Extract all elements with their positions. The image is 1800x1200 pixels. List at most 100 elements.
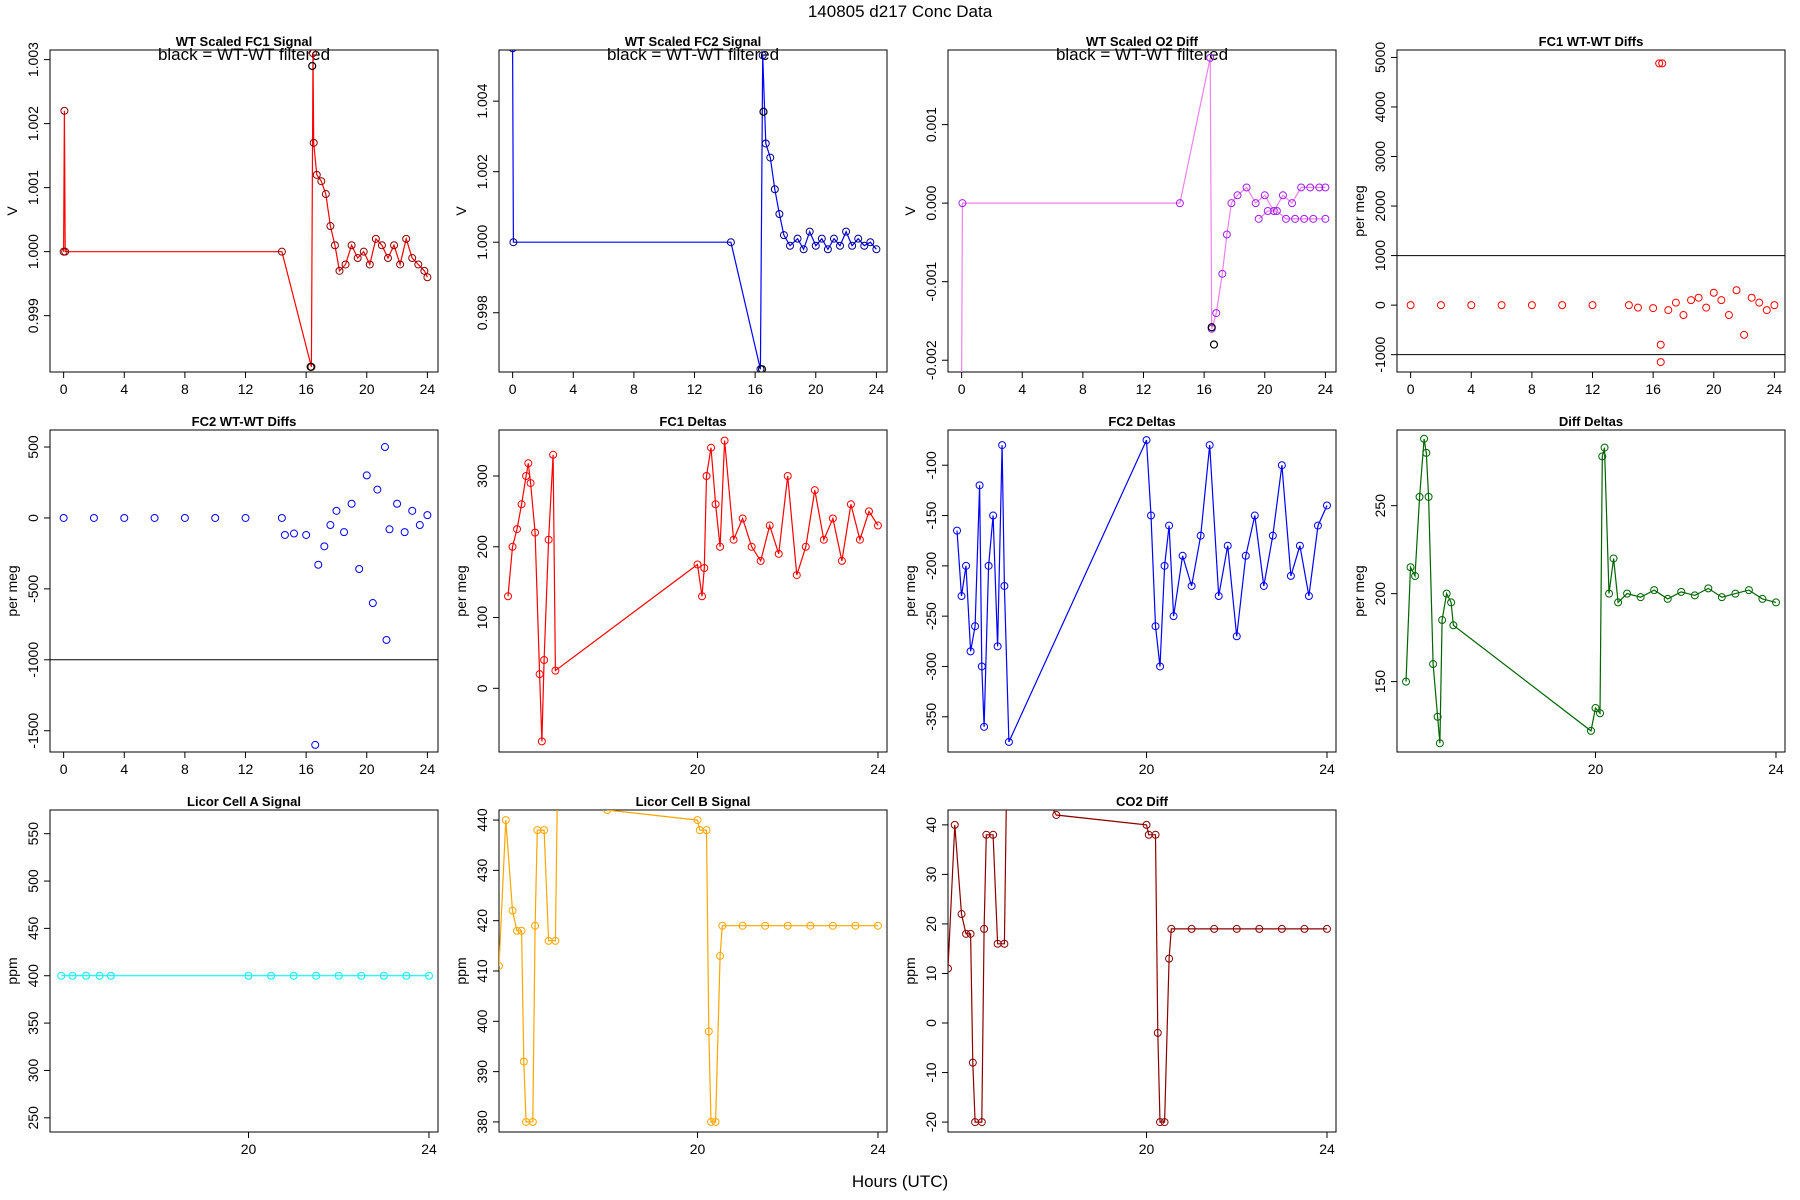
series-line bbox=[1405, 438, 1777, 744]
x-tick-label: 16 bbox=[1645, 381, 1661, 397]
data-point bbox=[953, 526, 962, 535]
x-tick-label: 12 bbox=[238, 381, 254, 397]
data-point bbox=[698, 592, 707, 601]
data-point bbox=[948, 964, 952, 973]
data-point bbox=[761, 921, 770, 930]
data-point bbox=[368, 599, 377, 608]
data-point bbox=[1694, 293, 1703, 302]
data-point bbox=[1527, 301, 1536, 310]
data-point bbox=[968, 1058, 977, 1067]
chart-annotation: black = WT-WT filtered bbox=[158, 45, 330, 64]
y-tick-label: 20 bbox=[923, 916, 939, 932]
x-tick-label: 20 bbox=[359, 761, 375, 777]
x-tick-label: 20 bbox=[1706, 381, 1722, 397]
data-point bbox=[89, 513, 98, 522]
data-point bbox=[693, 816, 702, 825]
plot-area bbox=[499, 810, 882, 1126]
y-tick-label: 0 bbox=[474, 684, 490, 692]
plot-area bbox=[509, 50, 881, 372]
x-tick-label: 24 bbox=[1319, 761, 1335, 777]
data-point bbox=[823, 245, 832, 254]
data-point bbox=[1153, 1028, 1162, 1037]
plot-frame bbox=[498, 809, 888, 1133]
y-tick-label: 430 bbox=[474, 858, 490, 882]
data-point bbox=[537, 737, 546, 746]
x-tick-label: 4 bbox=[1467, 381, 1475, 397]
data-point bbox=[1151, 622, 1160, 631]
data-point bbox=[1227, 199, 1236, 208]
data-point bbox=[603, 810, 612, 814]
data-point bbox=[1321, 214, 1330, 223]
plot-frame bbox=[49, 809, 439, 1133]
data-point bbox=[1315, 183, 1324, 192]
data-point bbox=[365, 260, 374, 269]
data-point bbox=[531, 528, 540, 537]
chart-title: Licor Cell B Signal bbox=[636, 794, 751, 809]
y-tick-label: 450 bbox=[25, 916, 41, 940]
data-point bbox=[267, 971, 276, 980]
chart-p5: FC2 WT-WT Diffs per meg 0 4 8 12 16 20 24 -1500 -1… bbox=[4, 414, 439, 777]
x-tick-label: 8 bbox=[1079, 381, 1087, 397]
y-tick-label: -150 bbox=[923, 501, 939, 529]
data-point bbox=[1052, 810, 1061, 819]
data-point bbox=[509, 50, 517, 53]
chart-title: WT Scaled FC2 Signal bbox=[625, 34, 762, 49]
data-point bbox=[396, 260, 405, 269]
data-point bbox=[1187, 924, 1196, 933]
data-point bbox=[1322, 924, 1331, 933]
data-point bbox=[989, 830, 998, 839]
data-point bbox=[1704, 584, 1713, 593]
data-point bbox=[540, 826, 549, 835]
y-tick-label: 30 bbox=[923, 866, 939, 882]
data-point bbox=[504, 592, 513, 601]
y-tick-label: -500 bbox=[25, 575, 41, 603]
x-tick-label: 24 bbox=[870, 761, 886, 777]
x-tick-label: 24 bbox=[870, 1141, 886, 1157]
x-tick-label: 4 bbox=[120, 761, 128, 777]
chart-title: FC1 Deltas bbox=[659, 414, 726, 429]
chart-annotation: black = WT-WT filtered bbox=[1056, 45, 1228, 64]
data-point bbox=[711, 500, 720, 509]
x-tick-label: 8 bbox=[181, 761, 189, 777]
data-point bbox=[280, 530, 289, 539]
y-tick-label: -350 bbox=[923, 703, 939, 731]
chart-title: WT Scaled FC1 Signal bbox=[176, 34, 313, 49]
data-point bbox=[793, 234, 802, 243]
data-point bbox=[758, 51, 767, 60]
data-point bbox=[846, 500, 855, 509]
data-point bbox=[707, 443, 716, 452]
x-tick-label: 20 bbox=[241, 1141, 257, 1157]
data-point bbox=[289, 971, 298, 980]
y-tick-label: 1.001 bbox=[25, 170, 41, 205]
data-point bbox=[528, 1117, 537, 1126]
plot-frame bbox=[947, 429, 1337, 753]
data-point bbox=[1241, 551, 1250, 560]
data-point bbox=[1402, 677, 1411, 686]
data-point bbox=[1212, 309, 1221, 318]
data-point bbox=[704, 1027, 713, 1036]
data-point bbox=[1717, 296, 1726, 305]
plot-area bbox=[504, 436, 882, 746]
data-point bbox=[393, 499, 402, 508]
data-point bbox=[106, 971, 115, 980]
data-point bbox=[958, 199, 967, 208]
data-point bbox=[382, 635, 391, 644]
data-point bbox=[774, 549, 783, 558]
x-tick-label: 4 bbox=[120, 381, 128, 397]
x-tick-label: 12 bbox=[1136, 381, 1152, 397]
data-point bbox=[150, 513, 159, 522]
data-point bbox=[702, 472, 711, 480]
plot-area bbox=[50, 443, 438, 749]
data-point bbox=[1255, 924, 1264, 933]
data-point bbox=[513, 525, 522, 534]
filtered-point bbox=[308, 61, 317, 71]
y-tick-label: 1.004 bbox=[474, 83, 490, 118]
data-point bbox=[1690, 591, 1699, 600]
data-point bbox=[1250, 511, 1259, 520]
data-point bbox=[966, 929, 975, 938]
data-point bbox=[957, 910, 966, 919]
data-point bbox=[792, 571, 801, 580]
data-point bbox=[962, 929, 971, 938]
data-point bbox=[531, 921, 540, 930]
